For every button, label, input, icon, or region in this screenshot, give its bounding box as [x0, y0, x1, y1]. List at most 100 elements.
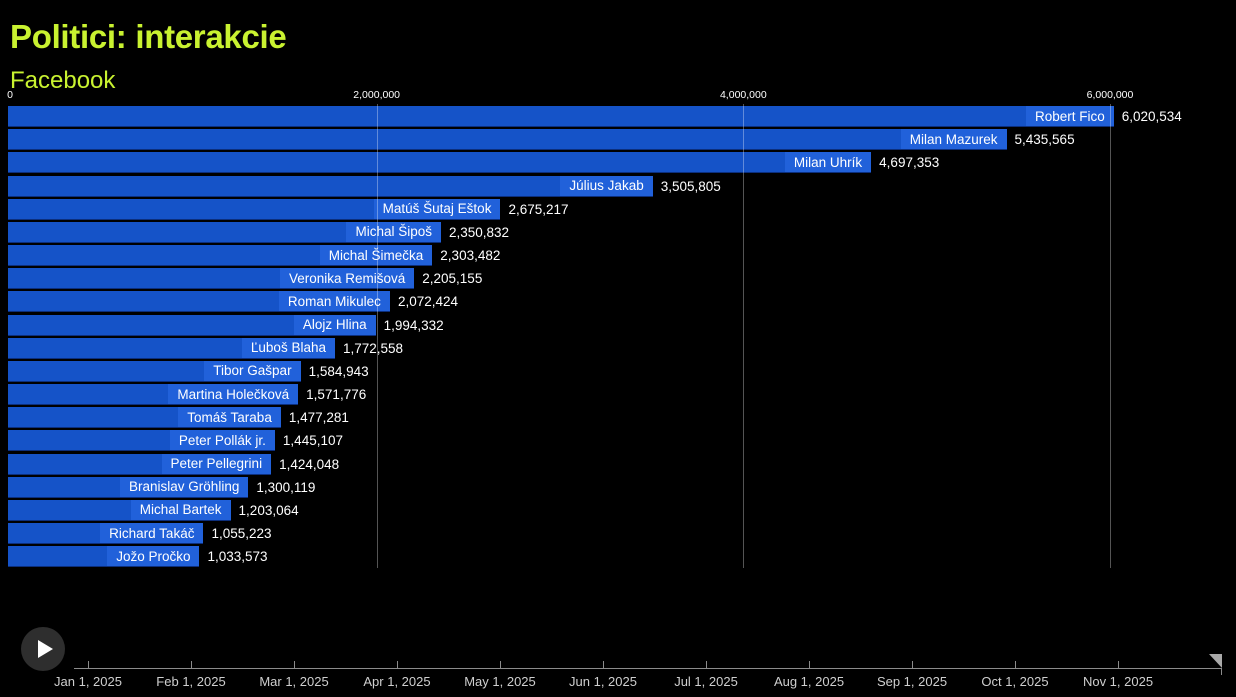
bar: Branislav Gröhling: [8, 476, 249, 498]
timeline-tick-label: Jun 1, 2025: [569, 674, 637, 689]
bar-value-label: 1,994,332: [383, 317, 444, 333]
bar-row: Veronika Remišová 2,205,155: [0, 268, 1236, 290]
bar: Michal Bartek: [8, 499, 231, 521]
bar-name-label: Milan Mazurek: [900, 129, 1007, 150]
timeline-tick-label: Feb 1, 2025: [156, 674, 226, 689]
play-icon: [37, 640, 53, 658]
timeline-tick: [191, 661, 192, 668]
timeline-tick-label: Jul 1, 2025: [674, 674, 738, 689]
bar-name-label: Veronika Remišová: [279, 268, 415, 289]
bar-row: Martina Holečková 1,571,776: [0, 384, 1236, 406]
bar-name-label: Matúš Šutaj Eštok: [373, 198, 501, 219]
bar-row: Ľuboš Blaha 1,772,558: [0, 337, 1236, 359]
timeline-playhead[interactable]: [1209, 654, 1222, 668]
timeline-tick: [1118, 661, 1119, 668]
bar: Peter Pollák jr.: [8, 430, 275, 452]
bar-value-label: 1,055,223: [211, 526, 272, 542]
bar-name-label: Michal Šimečka: [319, 245, 433, 266]
bar-name-label: Martina Holečková: [168, 384, 299, 405]
bar: Tomáš Taraba: [8, 407, 281, 429]
bar-value-label: 2,675,217: [508, 201, 569, 217]
bar-value-label: 2,072,424: [397, 294, 458, 310]
bar: Matúš Šutaj Eštok: [8, 198, 501, 220]
bar-value-label: 1,203,064: [238, 502, 299, 518]
bar-value-label: 1,033,573: [207, 549, 268, 565]
timeline-tick: [603, 661, 604, 668]
bar-name-label: Tomáš Taraba: [178, 407, 281, 428]
bar-value-label: 2,303,482: [440, 248, 501, 264]
bar-value-label: 2,350,832: [448, 224, 510, 240]
bar-value-label: 1,772,558: [342, 340, 404, 356]
timeline-tick: [1015, 661, 1016, 668]
bar: Richard Takáč: [8, 523, 204, 545]
bar: Milan Mazurek: [8, 129, 1007, 151]
timeline-tick-label: Mar 1, 2025: [259, 674, 329, 689]
chart-subtitle: Facebook: [10, 66, 116, 94]
bar-name-label: Milan Uhrík: [784, 152, 872, 173]
bar: Veronika Remišová: [8, 268, 415, 290]
bar-value-label: 1,424,048: [279, 456, 340, 472]
page-title: Politici: interakcie: [10, 18, 287, 56]
timeline-tick-label: Aug 1, 2025: [773, 674, 845, 689]
timeline-tick: [809, 661, 810, 668]
timeline-tick-label: Jan 1, 2025: [54, 674, 122, 689]
bar-row: Roman Mikulec 2,072,424: [0, 291, 1236, 313]
bar-value-label: 6,020,534: [1121, 109, 1182, 124]
gridline: [376, 104, 378, 568]
bar-row: Alojz Hlina 1,994,332: [0, 314, 1236, 336]
bar: Július Jakab: [8, 175, 653, 197]
bar-chart-plot-area: Robert Fico 6,020,534 Milan Mazurek 5,43…: [0, 104, 1236, 568]
bar-name-label: Peter Pellegrini: [161, 453, 272, 474]
axis-tick-label: 4,000,000: [719, 89, 767, 101]
bar-name-label: Tibor Gašpar: [204, 360, 301, 381]
bar-name-label: Alojz Hlina: [293, 314, 376, 335]
bar-name-label: Ľuboš Blaha: [241, 337, 335, 358]
bar-row: Tibor Gašpar 1,584,943: [0, 360, 1236, 382]
bar-value-label: 4,697,353: [879, 155, 940, 171]
bar-row: Robert Fico 6,020,534: [0, 106, 1236, 127]
bar-value-label: 5,435,565: [1014, 132, 1075, 148]
bar-value-label: 1,477,281: [288, 410, 349, 426]
timeline-playhead-tail: [1221, 668, 1222, 675]
timeline-tick: [912, 661, 913, 668]
bar-row: Jožo Pročko 1,033,573: [0, 546, 1236, 568]
timeline-tick-label: Apr 1, 2025: [363, 674, 431, 689]
bar-row: Július Jakab 3,505,805: [0, 175, 1236, 197]
bar-row: Richard Takáč 1,055,223: [0, 523, 1236, 545]
bar-name-label: Július Jakab: [560, 175, 653, 196]
bar-value-label: 1,445,107: [282, 433, 343, 449]
bar: Roman Mikulec: [8, 291, 390, 313]
bar-value-label: 2,205,155: [422, 271, 483, 287]
bar-row: Milan Uhrík 4,697,353: [0, 152, 1236, 174]
bar: Michal Šipoš: [8, 221, 441, 243]
timeline: Jan 1, 2025 Feb 1, 2025 Mar 1, 2025 Apr 1, …: [0, 640, 1236, 697]
bar-name-label: Branislav Gröhling: [120, 476, 249, 497]
bar-row: Michal Šipoš 2,350,832: [0, 221, 1236, 243]
bar: Peter Pellegrini: [8, 453, 272, 475]
bar-name-label: Robert Fico: [1025, 106, 1114, 126]
bar: Milan Uhrík: [8, 152, 872, 174]
bar-row: Peter Pollák jr. 1,445,107: [0, 430, 1236, 452]
bar-row: Peter Pellegrini 1,424,048: [0, 453, 1236, 475]
bar-value-label: 1,571,776: [306, 387, 367, 403]
timeline-tick-label: Oct 1, 2025: [981, 674, 1049, 689]
timeline-tick-label: May 1, 2025: [464, 674, 536, 689]
bar-row: Michal Šimečka 2,303,482: [0, 245, 1236, 267]
timeline-tick: [500, 661, 501, 668]
bar-name-label: Jožo Pročko: [107, 546, 200, 567]
bar-value-label: 1,584,943: [308, 363, 369, 379]
axis-tick-label: 0: [7, 89, 13, 101]
timeline-tick: [397, 661, 398, 668]
bar-value-label: 3,505,805: [660, 178, 721, 194]
bar-row: Michal Bartek 1,203,064: [0, 499, 1236, 521]
timeline-tick: [294, 661, 295, 668]
bar-name-label: Peter Pollák jr.: [169, 430, 275, 451]
bar: Michal Šimečka: [8, 245, 433, 267]
gridline: [743, 104, 745, 568]
gridline: [1110, 104, 1111, 568]
bar: Jožo Pročko: [8, 546, 200, 568]
play-button[interactable]: [21, 627, 65, 671]
timeline-track[interactable]: [74, 668, 1222, 669]
bar: Martina Holečková: [8, 384, 299, 406]
bar-row: Tomáš Taraba 1,477,281: [0, 407, 1236, 429]
